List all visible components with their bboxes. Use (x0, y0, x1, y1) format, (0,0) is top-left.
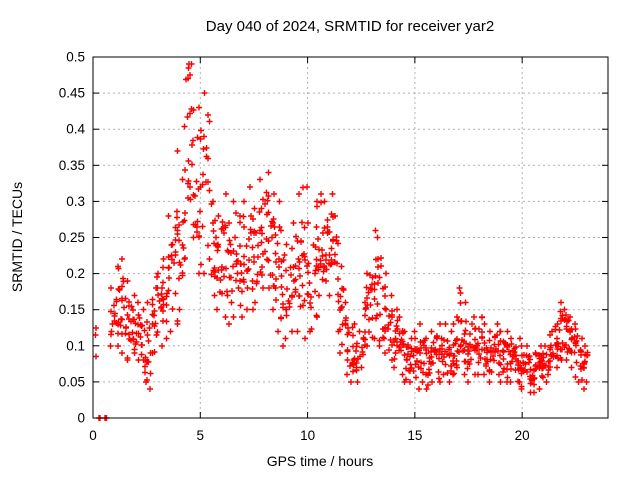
x-tick-label: 15 (407, 428, 422, 443)
chart-title: Day 040 of 2024, SRMTID for receiver yar… (206, 18, 494, 35)
plot-border-and-ticks (92, 56, 609, 419)
y-tick-label: 0.1 (66, 338, 85, 353)
x-tick-label: 20 (515, 428, 530, 443)
scatter-plus-markers (92, 61, 591, 421)
y-tick-label: 0 (77, 411, 85, 426)
y-tick-label: 0.35 (59, 158, 85, 173)
y-tick-label: 0.5 (66, 50, 85, 65)
x-tick-label: 5 (197, 428, 205, 443)
y-tick-label: 0.4 (66, 122, 85, 137)
x-tick-label: 0 (89, 428, 97, 443)
y-tick-label: 0.25 (59, 230, 85, 245)
y-tick-label: 0.15 (59, 302, 85, 317)
data-series-srmtid (92, 61, 591, 421)
tick-labels: 0 5 10 15 20 0 0.05 0.1 0.15 0.2 0.25 0.3 0.35 0.4 0.4… (59, 50, 530, 444)
y-tick-label: 0.05 (59, 374, 85, 389)
x-axis-label: GPS time / hours (267, 453, 374, 469)
y-tick-label: 0.3 (66, 194, 85, 209)
x-tick-label: 10 (300, 428, 315, 443)
y-tick-label: 0.45 (59, 86, 85, 101)
y-axis-label: SRMTID / TECUs (9, 182, 25, 292)
y-tick-label: 0.2 (66, 266, 85, 281)
